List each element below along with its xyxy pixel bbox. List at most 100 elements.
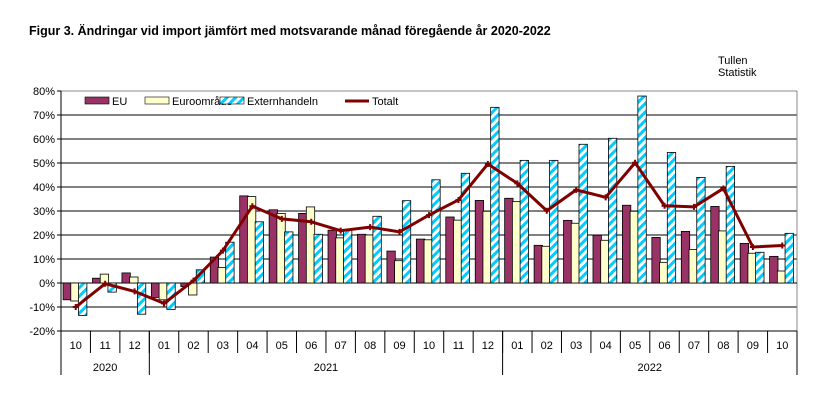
x-tick-label: 03 [570, 340, 582, 352]
bar-euroområde [659, 261, 669, 284]
bar-eu [622, 204, 632, 284]
bar-externhandeln [519, 159, 529, 284]
bar-eu [357, 233, 367, 284]
bar-eu [739, 242, 749, 284]
bar-externhandeln [578, 143, 588, 284]
x-tick-label: 05 [629, 340, 641, 352]
x-tick-label: 07 [688, 340, 700, 352]
source-label: Tullen Statistik [718, 55, 757, 79]
marker-totalt [102, 280, 109, 287]
marker-totalt [190, 277, 197, 284]
y-tick-label: 0% [39, 278, 55, 290]
bar-eu [710, 206, 720, 284]
y-tick-label: 40% [33, 182, 55, 194]
bar-externhandeln [725, 165, 735, 284]
bar-externhandeln [136, 282, 147, 315]
x-tick-label: 06 [305, 340, 317, 352]
x-tick-label: 02 [541, 340, 553, 352]
x-tick-label: 02 [187, 340, 199, 352]
y-tick-label: 50% [33, 158, 55, 170]
bar-euroområde [335, 237, 345, 284]
marker-totalt [455, 196, 462, 203]
bar-eu [474, 200, 485, 284]
bar-externhandeln [431, 179, 441, 284]
legend-item: Euroområde [144, 96, 233, 108]
y-tick-label: 70% [33, 110, 55, 122]
bar-euroområde [747, 252, 757, 284]
bar-euroområde [129, 276, 139, 284]
marker-totalt [484, 160, 491, 167]
bar-eu [239, 195, 249, 284]
marker-totalt [779, 242, 786, 249]
bar-eu [592, 234, 602, 284]
bar-eu [680, 230, 691, 284]
chart-title: Figur 3. Ändringar vid import jämfört me… [29, 24, 551, 38]
bar-euroområde [511, 201, 522, 284]
marker-totalt [632, 159, 639, 166]
bar-euroområde [453, 219, 463, 284]
bar-externhandeln [637, 95, 647, 284]
x-tick-label: 04 [246, 340, 258, 352]
bar-euroområde [276, 212, 286, 284]
marker-totalt [749, 244, 756, 250]
bar-euroområde [305, 206, 316, 284]
source-line: Statistik [718, 67, 757, 79]
legend-item: Externhandeln [219, 96, 318, 108]
y-tick-label: -20% [29, 326, 55, 338]
y-tick-label: -10% [29, 302, 55, 314]
legend-label: Externhandeln [247, 96, 318, 108]
x-tick-label: 10 [776, 340, 788, 352]
bar-externhandeln [755, 251, 765, 284]
bar-eu [769, 255, 779, 284]
bar-eu [651, 236, 661, 284]
bar-euroområde [70, 282, 80, 302]
year-label: 2020 [93, 362, 117, 374]
marker-totalt [602, 194, 609, 201]
bar-externhandeln [313, 233, 323, 284]
x-tick-label: 12 [482, 340, 494, 352]
bar-externhandeln [343, 229, 353, 284]
year-label: 2021 [314, 362, 338, 374]
bar-euroområde [600, 239, 610, 284]
marker-totalt [367, 224, 374, 231]
marker-totalt [720, 185, 727, 192]
legend-item: EU [84, 96, 127, 108]
bar-euroområde [217, 266, 227, 284]
bar-euroområde [629, 210, 639, 284]
x-tick-label: 10 [423, 340, 435, 352]
legend-label: EU [112, 96, 127, 108]
marker-totalt [219, 247, 226, 254]
y-tick-label: 10% [33, 254, 55, 266]
y-tick-label: 80% [33, 86, 55, 98]
marker-totalt [514, 180, 521, 187]
bar-eu [62, 282, 72, 301]
x-tick-label: 08 [717, 340, 729, 352]
bar-eu [92, 277, 102, 284]
legend-swatch [144, 96, 170, 105]
bar-externhandeln [225, 241, 235, 284]
bar-eu [415, 238, 426, 284]
bar-euroområde [394, 260, 404, 284]
bar-eu [533, 244, 543, 284]
x-tick-label: 12 [128, 340, 140, 352]
marker-totalt [543, 207, 550, 214]
bar-euroområde [776, 270, 787, 284]
bar-eu [298, 212, 308, 284]
y-tick-label: 30% [33, 206, 55, 218]
x-tick-label: 01 [158, 340, 170, 352]
bar-eu [327, 229, 337, 284]
marker-totalt [661, 202, 668, 209]
bar-eu [121, 272, 131, 284]
x-tick-label: 09 [393, 340, 405, 352]
x-tick-label: 11 [99, 340, 110, 352]
bar-eu [150, 282, 161, 298]
year-label: 2022 [638, 362, 662, 374]
bar-euroområde [364, 234, 374, 284]
bar-eu [386, 250, 396, 284]
x-tick-label: 01 [511, 340, 523, 352]
y-tick-label: 60% [33, 134, 55, 146]
marker-totalt [161, 300, 168, 307]
marker-totalt [308, 218, 315, 225]
